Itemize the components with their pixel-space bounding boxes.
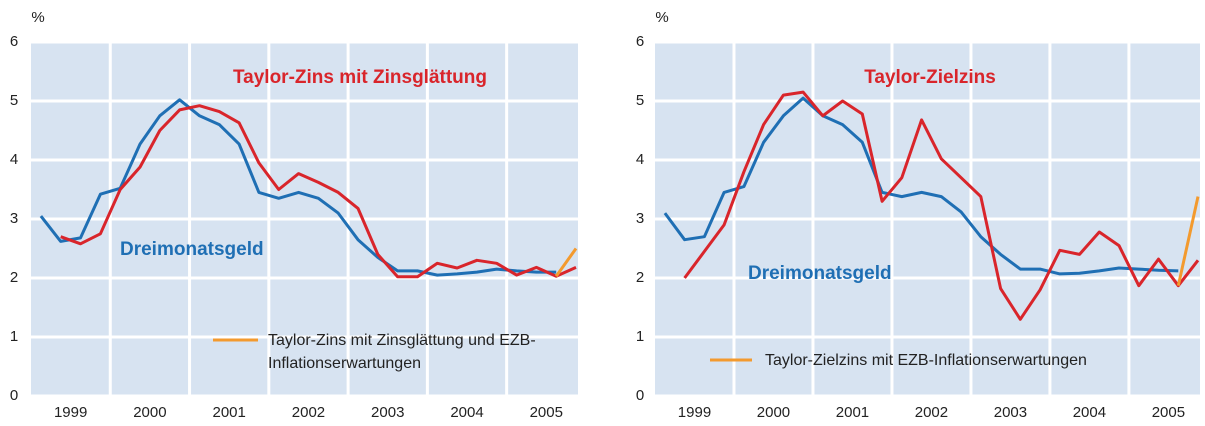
x-tick-label: 2000 xyxy=(757,404,790,421)
series-line xyxy=(683,90,1200,321)
y-tick-label: 1 xyxy=(636,328,644,345)
x-tick-label: 2002 xyxy=(292,404,325,421)
y-axis-label: % xyxy=(655,9,668,26)
x-tick-label: 2001 xyxy=(213,404,246,421)
x-tick-label: 2005 xyxy=(1152,404,1185,421)
y-tick-label: 5 xyxy=(636,92,644,109)
y-axis-label: % xyxy=(31,9,44,26)
x-tick-label: 2005 xyxy=(530,404,563,421)
y-tick-label: 4 xyxy=(10,151,18,168)
series-line xyxy=(1176,196,1200,287)
series-line xyxy=(39,98,557,277)
y-tick-label: 0 xyxy=(10,387,18,404)
x-tick-label: 1999 xyxy=(54,404,87,421)
y-tick-label: 2 xyxy=(636,269,644,286)
y-tick-label: 6 xyxy=(636,33,644,50)
y-tick-label: 2 xyxy=(10,269,18,286)
y-tick-label: 3 xyxy=(636,210,644,227)
y-tick-label: 1 xyxy=(10,328,18,345)
series-line xyxy=(60,104,577,279)
legend-label: Taylor-Zins mit Zinsglättung und EZB-Inf… xyxy=(268,332,536,372)
y-tick-label: 5 xyxy=(10,92,18,109)
x-tick-label: 2002 xyxy=(915,404,948,421)
y-tick-label: 3 xyxy=(10,210,18,227)
y-tick-label: 6 xyxy=(10,33,18,50)
x-tick-label: 2004 xyxy=(450,404,483,421)
series-line xyxy=(554,247,578,278)
x-tick-label: 2003 xyxy=(994,404,1027,421)
x-tick-label: 2000 xyxy=(133,404,166,421)
x-tick-label: 2004 xyxy=(1073,404,1106,421)
series-label: Taylor-Zielzins xyxy=(864,67,996,88)
x-tick-label: 2001 xyxy=(836,404,869,421)
legend-label: Taylor-Zielzins mit EZB-Inflationserwart… xyxy=(765,352,1087,369)
y-tick-label: 0 xyxy=(636,387,644,404)
series-label: Taylor-Zins mit Zinsglättung xyxy=(233,67,487,88)
y-tick-label: 4 xyxy=(636,151,644,168)
series-label: Dreimonatsgeld xyxy=(748,263,892,284)
x-tick-label: 2003 xyxy=(371,404,404,421)
x-tick-label: 1999 xyxy=(678,404,711,421)
series-line xyxy=(663,96,1179,276)
series-label: Dreimonatsgeld xyxy=(120,239,264,260)
